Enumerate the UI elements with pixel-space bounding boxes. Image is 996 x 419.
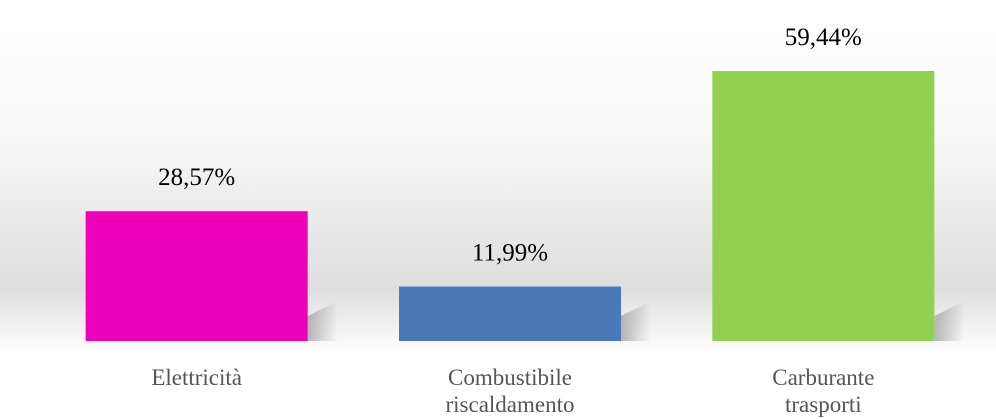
bar — [712, 71, 935, 341]
bar-shadow — [307, 301, 338, 341]
value-label: 59,44% — [785, 24, 862, 51]
bar-shadow — [934, 301, 965, 341]
category-label: Elettricità — [151, 365, 242, 390]
value-label: 28,57% — [158, 164, 235, 191]
value-label: 11,99% — [472, 240, 548, 267]
bar-shadow — [621, 301, 651, 341]
category-label: Carburante trasporti — [772, 365, 875, 417]
bar — [399, 286, 621, 341]
category-label: Combustibile riscaldamento — [445, 365, 575, 417]
bar — [85, 211, 308, 341]
